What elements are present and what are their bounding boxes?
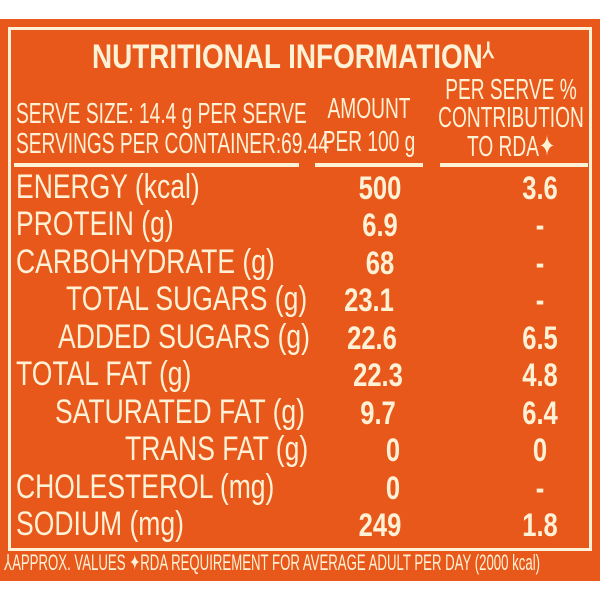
- row-amount: 9.7: [360, 395, 396, 431]
- row-rda: 3.6: [522, 170, 558, 206]
- title-text: NUTRITIONAL INFORMATION: [92, 38, 483, 76]
- divider-rule: [440, 163, 588, 167]
- approx-mark-icon: ⅄: [482, 38, 494, 63]
- row-rda: -: [535, 282, 545, 318]
- row-rda: 1.8: [522, 507, 558, 543]
- amount-header-line1: AMOUNT: [327, 93, 411, 125]
- row-rda: 6.5: [522, 320, 558, 356]
- footnote: ⅄APPROX. VALUES ✦RDA REQUIREMENT FOR AVE…: [4, 550, 541, 575]
- row-label: CHOLESTEROL (mg): [16, 468, 275, 506]
- row-amount: 0: [385, 432, 401, 468]
- rda-header-line2: CONTRIBUTION: [438, 102, 584, 134]
- divider-rule: [14, 163, 299, 167]
- divider-rule: [315, 163, 423, 167]
- row-label: ADDED SUGARS (g): [58, 318, 310, 356]
- row-label: TOTAL SUGARS (g): [66, 280, 308, 318]
- label-title: NUTRITIONAL INFORMATION⅄: [92, 38, 494, 76]
- nutrition-label: [0, 19, 600, 581]
- row-amount: 23.1: [344, 282, 394, 318]
- rda-header-line3: TO RDA✦: [466, 131, 556, 163]
- row-label: TOTAL FAT (g): [16, 355, 192, 393]
- amount-header-line2: PER 100 g: [322, 126, 416, 158]
- label-border: [8, 27, 592, 551]
- row-label: SATURATED FAT (g): [55, 393, 306, 431]
- row-amount: 500: [358, 170, 402, 206]
- row-label: TRANS FAT (g): [125, 430, 309, 468]
- row-rda: -: [535, 470, 545, 506]
- row-label: ENERGY (kcal): [16, 168, 200, 206]
- row-rda: 0: [532, 432, 548, 468]
- row-amount: 68: [365, 245, 395, 281]
- row-label: PROTEIN (g): [16, 205, 174, 243]
- row-label: CARBOHYDRATE (g): [16, 243, 275, 281]
- servings-per-container: SERVINGS PER CONTAINER:69.44: [16, 128, 330, 160]
- row-amount: 22.6: [347, 320, 397, 356]
- row-label: SODIUM (mg): [16, 505, 184, 543]
- serve-size: SERVE SIZE: 14.4 g PER SERVE: [16, 98, 307, 130]
- row-amount: 22.3: [353, 357, 403, 393]
- row-rda: 6.4: [522, 395, 558, 431]
- row-amount: 0: [385, 470, 401, 506]
- row-rda: -: [535, 245, 545, 281]
- rda-header-line1: PER SERVE %: [445, 74, 577, 106]
- row-amount: 6.9: [362, 207, 398, 243]
- row-rda: 4.8: [522, 357, 558, 393]
- row-rda: -: [535, 207, 545, 243]
- row-amount: 249: [358, 507, 402, 543]
